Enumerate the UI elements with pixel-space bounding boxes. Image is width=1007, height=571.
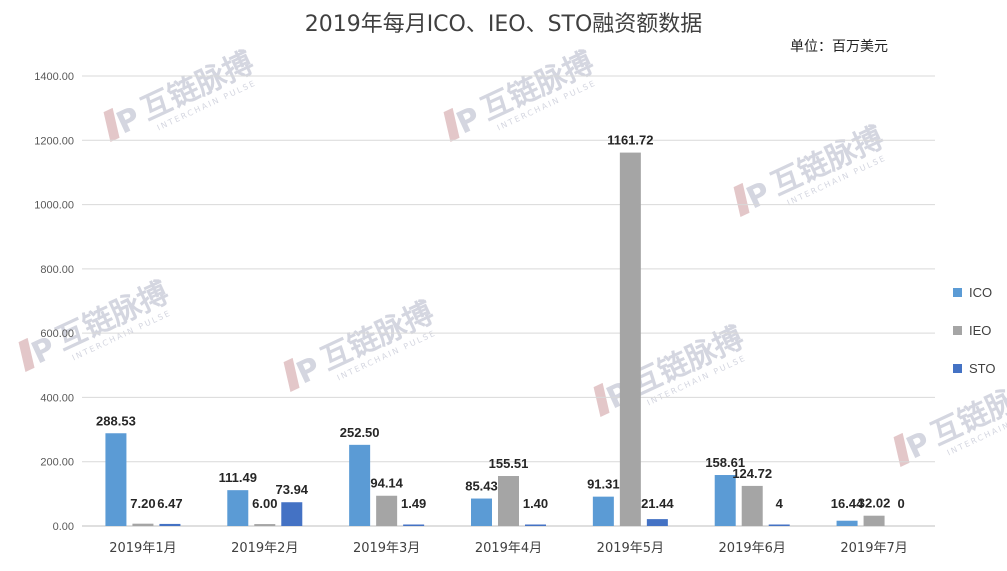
x-category-label: 2019年6月 [719, 541, 786, 556]
data-label-ico: 252.50 [340, 425, 380, 440]
watermark-logo-bar [103, 107, 120, 142]
x-category-label: 2019年4月 [475, 541, 542, 556]
y-tick-label: 200.00 [40, 457, 74, 469]
x-category-label: 2019年7月 [840, 541, 907, 556]
bar-sto [768, 524, 790, 526]
data-label-ieo: 155.51 [489, 456, 529, 471]
data-label-ico: 91.31 [587, 477, 620, 492]
bars [105, 152, 885, 526]
bar-ico [349, 444, 371, 526]
data-label-ieo: 6.00 [252, 496, 277, 511]
bar-sto [159, 523, 181, 526]
data-label-ieo: 1161.72 [607, 133, 653, 148]
bar-ieo [619, 152, 641, 526]
y-tick-label: 1000.00 [34, 200, 74, 212]
data-label-ico: 288.53 [96, 413, 136, 428]
bar-ieo [863, 515, 885, 526]
bar-sto [403, 524, 425, 526]
bar-ieo [741, 485, 763, 526]
gridlines: 0.00 200.00 400.00 600.00 800.00 1000.00 1200.… [34, 71, 935, 533]
bar-ieo [376, 495, 398, 526]
bar-ico [471, 498, 492, 526]
data-label-sto: 1.40 [523, 496, 548, 511]
bar-ico [836, 520, 858, 526]
data-label-sto: 6.47 [157, 496, 182, 511]
watermark-logo-bar [18, 337, 35, 372]
bar-ico [592, 496, 614, 526]
y-tick-label: 0.00 [53, 521, 74, 533]
watermark-logo-bar [893, 432, 910, 467]
bar-sto [646, 519, 668, 526]
data-label-ico: 158.61 [705, 455, 745, 470]
y-tick-label: 1200.00 [34, 135, 74, 147]
legend-label-ieo: IEO [969, 323, 991, 338]
legend-label-ico: ICO [969, 285, 992, 300]
data-label-ico: 111.49 [219, 470, 257, 485]
data-label-ieo: 124.72 [732, 466, 772, 481]
x-category-label: 2019年1月 [109, 541, 176, 556]
chart-title: 2019年每月ICO、IEO、STO融资额数据 [304, 12, 703, 37]
legend-swatch-ico [953, 288, 962, 297]
unit-label: 单位：百万美元 [790, 39, 888, 55]
data-label-ico: 85.43 [465, 479, 498, 494]
legend: ICO IEO STO [953, 285, 996, 376]
y-tick-label: 400.00 [40, 392, 74, 404]
data-label-sto: 0 [897, 496, 904, 511]
bar-sto [281, 502, 303, 526]
data-label-sto: 21.44 [641, 496, 674, 511]
bar-ico [227, 490, 249, 526]
y-tick-label: 1400.00 [34, 71, 74, 83]
bar-sto [525, 524, 546, 526]
watermark-logo-bar [733, 182, 750, 217]
watermark-logo-bar [283, 357, 300, 392]
x-category-label: 2019年2月 [231, 541, 298, 556]
data-label-ico: 16.44 [831, 496, 864, 511]
data-label-sto: 1.49 [401, 496, 426, 511]
axes: 2019年1月 2019年2月 2019年3月 2019年4月 2019年5月 2019年… [109, 541, 908, 556]
bar-ieo [498, 476, 519, 526]
data-label-sto: 4 [776, 496, 784, 511]
x-category-label: 2019年3月 [353, 541, 420, 556]
watermark-logo-bar [593, 382, 610, 417]
data-label-sto: 73.94 [276, 482, 309, 497]
data-label-ieo: 94.14 [370, 476, 403, 491]
legend-label-sto: STO [969, 361, 996, 376]
x-category-label: 2019年5月 [597, 541, 664, 556]
bar-ieo [254, 524, 276, 526]
data-label-ieo: 7.20 [130, 496, 155, 511]
data-label-ieo: 32.02 [858, 496, 891, 511]
y-tick-label: 600.00 [40, 328, 74, 340]
bar-ico [714, 475, 736, 526]
bar-ieo [132, 523, 154, 526]
bar-ico [105, 433, 127, 526]
legend-swatch-ieo [953, 326, 962, 335]
legend-swatch-sto [953, 364, 962, 373]
y-tick-label: 800.00 [40, 264, 74, 276]
watermark-logo-bar [443, 107, 460, 142]
